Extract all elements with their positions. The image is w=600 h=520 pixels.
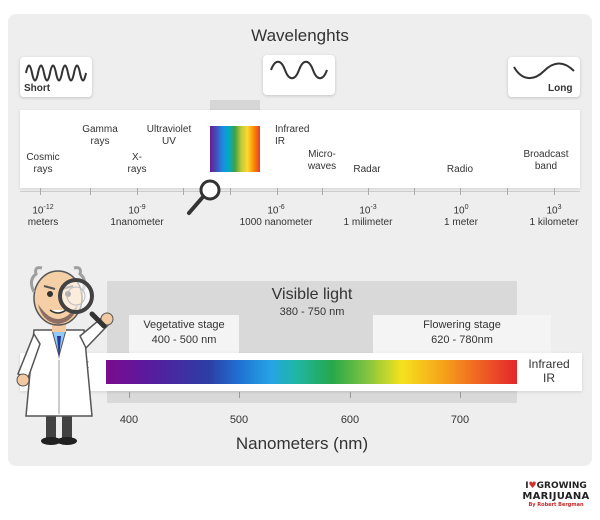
scale-label-1e3: 103 1 kilometer <box>529 204 579 229</box>
flowering-stage-range: 620 - 780nm <box>431 334 493 346</box>
radio-label: Radio <box>446 164 474 175</box>
brand-logo: I♥GROWING MARIJUANA By Robert Bergman <box>522 481 590 508</box>
magnifier-icon <box>187 179 221 215</box>
scale-label-1e-3: 10-3 1 milimeter <box>343 204 393 229</box>
scale-tick <box>322 188 323 195</box>
spectrum-band <box>20 110 580 188</box>
microwaves-label: Micro-waves <box>307 149 337 172</box>
heart-icon: ♥ <box>528 481 537 491</box>
nm-label-500: 500 <box>229 414 249 426</box>
radar-label: Radar <box>353 164 381 175</box>
scale-label-1e-12: 10-12 meters <box>27 204 59 229</box>
scale-tick <box>230 188 231 195</box>
short-wave-card: Short <box>20 57 92 97</box>
nm-tick <box>129 392 130 398</box>
vegetative-stage-range: 400 - 500 nm <box>151 334 217 346</box>
scale-tick <box>137 188 138 195</box>
medium-wave-icon <box>270 60 328 80</box>
nm-tick <box>460 392 461 398</box>
scale-tick <box>554 188 555 195</box>
cosmic-rays-label: Cosmic rays <box>26 152 60 175</box>
infrared-label: Infrared IR <box>275 124 310 147</box>
nm-tick <box>239 392 240 398</box>
short-wave-icon <box>25 64 87 82</box>
visible-light-title: Visible light <box>271 286 353 303</box>
long-wave-icon <box>513 62 575 79</box>
scale-label-1e0: 100 1 meter <box>444 204 478 229</box>
scale-tick <box>277 188 278 195</box>
scale-label-1e-9: 10-9 1nanometer <box>110 204 164 229</box>
gamma-rays-label: Gamma rays <box>82 124 118 147</box>
flowering-stage-box: Flowering stage 620 - 780nm <box>373 315 551 355</box>
scale-tick <box>507 188 508 195</box>
scale-tick <box>414 188 415 195</box>
scale-label-1e-6: 10-6 1000 nanometer <box>239 204 313 229</box>
visible-spectrum-bar <box>106 360 517 384</box>
vegetative-stage-box: Vegetative stage 400 - 500 nm <box>129 315 239 355</box>
scale-tick <box>183 188 184 195</box>
scale-tick <box>460 188 461 195</box>
scale-tick <box>40 188 41 195</box>
nm-label-600: 600 <box>340 414 360 426</box>
nm-label-400: 400 <box>119 414 139 426</box>
long-wave-card: Long <box>508 57 580 97</box>
scientist-illustration <box>16 266 114 445</box>
broadcast-band-label: Broadcast band <box>523 149 569 172</box>
scale-tick <box>368 188 369 195</box>
nm-label-700: 700 <box>450 414 470 426</box>
medium-wave-card <box>263 55 335 95</box>
visible-light-range: 380 - 750 nm <box>279 306 345 318</box>
ultraviolet-label: Ultraviolet UV <box>146 124 192 147</box>
flowering-stage-title: Flowering stage <box>423 319 501 331</box>
infrared-end-label: Infrared IR <box>528 357 570 385</box>
visible-strip <box>210 126 260 172</box>
vegetative-stage-title: Vegetative stage <box>143 319 225 331</box>
nm-tick <box>350 392 351 398</box>
nanometers-axis-title: Nanometers (nm) <box>235 434 369 453</box>
page-title: Wavelenghts <box>251 26 349 45</box>
scale-axis <box>20 191 580 192</box>
short-label: Short <box>24 83 51 94</box>
x-rays-label: X-rays <box>127 152 147 175</box>
scale-tick <box>90 188 91 195</box>
long-label: Long <box>548 83 573 94</box>
